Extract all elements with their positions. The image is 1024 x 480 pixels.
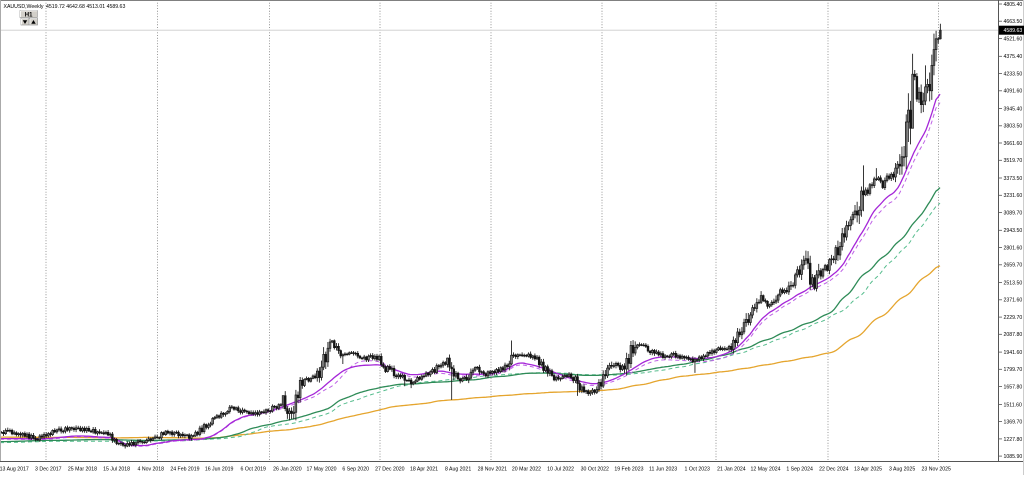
svg-text:2659.70: 2659.70 [1004, 263, 1023, 269]
svg-text:27 Dec 2020: 27 Dec 2020 [375, 467, 405, 473]
svg-text:2943.50: 2943.50 [1004, 228, 1023, 234]
svg-text:11 Jun 2023: 11 Jun 2023 [649, 467, 677, 473]
svg-text:2513.50: 2513.50 [1004, 281, 1023, 287]
svg-text:2801.60: 2801.60 [1004, 246, 1023, 252]
svg-text:1 Oct 2023: 1 Oct 2023 [685, 467, 710, 473]
svg-text:20 Mar 2022: 20 Mar 2022 [512, 467, 541, 473]
svg-text:18 Apr 2021: 18 Apr 2021 [410, 467, 438, 473]
svg-text:10 Jul 2022: 10 Jul 2022 [547, 467, 574, 473]
svg-text:8 Aug 2021: 8 Aug 2021 [445, 467, 471, 473]
svg-text:4 Nov 2018: 4 Nov 2018 [138, 467, 165, 473]
svg-text:19 Feb 2023: 19 Feb 2023 [614, 467, 643, 473]
svg-text:25 Mar 2018: 25 Mar 2018 [68, 467, 97, 473]
svg-text:26 Jan 2020: 26 Jan 2020 [273, 467, 302, 473]
svg-text:17 May 2020: 17 May 2020 [307, 467, 337, 473]
svg-text:4663.50: 4663.50 [1004, 19, 1023, 25]
svg-text:1 Sep 2024: 1 Sep 2024 [786, 467, 813, 473]
svg-text:1369.70: 1369.70 [1004, 420, 1023, 426]
svg-text:4091.60: 4091.60 [1004, 89, 1023, 95]
svg-text:30 Oct 2022: 30 Oct 2022 [581, 467, 609, 473]
svg-text:3 Aug 2025: 3 Aug 2025 [889, 467, 915, 473]
svg-text:23 Nov 2025: 23 Nov 2025 [921, 467, 951, 473]
svg-text:4519.72 4642.68 4513.01 4589.6: 4519.72 4642.68 4513.01 4589.63 [46, 4, 125, 10]
svg-text:12 May 2024: 12 May 2024 [751, 467, 781, 473]
svg-text:15 Jul 2018: 15 Jul 2018 [103, 467, 130, 473]
svg-text:4375.40: 4375.40 [1004, 54, 1023, 60]
svg-text:1227.80: 1227.80 [1004, 437, 1023, 443]
svg-text:4233.50: 4233.50 [1004, 71, 1023, 77]
svg-text:4521.60: 4521.60 [1004, 36, 1023, 42]
svg-text:1085.90: 1085.90 [1004, 454, 1023, 460]
svg-text:1511.60: 1511.60 [1004, 402, 1022, 408]
svg-text:13 Apr 2025: 13 Apr 2025 [854, 467, 882, 473]
svg-text:3519.70: 3519.70 [1004, 158, 1023, 164]
svg-text:3373.50: 3373.50 [1004, 176, 1023, 182]
svg-text:2229.70: 2229.70 [1004, 315, 1023, 321]
svg-text:XAUUSD,Weekly: XAUUSD,Weekly [4, 4, 44, 10]
svg-text:4589.63: 4589.63 [1004, 28, 1023, 34]
svg-text:13 Aug 2017: 13 Aug 2017 [0, 467, 29, 473]
svg-text:28 Nov 2021: 28 Nov 2021 [478, 467, 508, 473]
svg-text:H1: H1 [25, 12, 33, 18]
svg-text:2371.60: 2371.60 [1004, 298, 1023, 304]
svg-text:2087.80: 2087.80 [1004, 332, 1023, 338]
svg-text:3231.60: 3231.60 [1004, 193, 1023, 199]
svg-text:21 Jan 2024: 21 Jan 2024 [717, 467, 746, 473]
svg-text:1799.70: 1799.70 [1004, 367, 1023, 373]
svg-text:4805.40: 4805.40 [1004, 2, 1023, 8]
svg-text:22 Dec 2024: 22 Dec 2024 [819, 467, 849, 473]
svg-text:24 Feb 2019: 24 Feb 2019 [170, 467, 199, 473]
svg-text:6 Sep 2020: 6 Sep 2020 [342, 467, 369, 473]
svg-text:6 Oct 2019: 6 Oct 2019 [241, 467, 266, 473]
svg-text:3803.50: 3803.50 [1004, 124, 1023, 130]
svg-text:16 Jun 2019: 16 Jun 2019 [205, 467, 234, 473]
svg-text:1941.60: 1941.60 [1004, 350, 1023, 356]
svg-text:3089.70: 3089.70 [1004, 210, 1023, 216]
svg-text:3661.60: 3661.60 [1004, 141, 1023, 147]
svg-text:1657.80: 1657.80 [1004, 385, 1023, 391]
svg-text:3 Dec 2017: 3 Dec 2017 [35, 467, 62, 473]
svg-text:3945.40: 3945.40 [1004, 106, 1023, 112]
